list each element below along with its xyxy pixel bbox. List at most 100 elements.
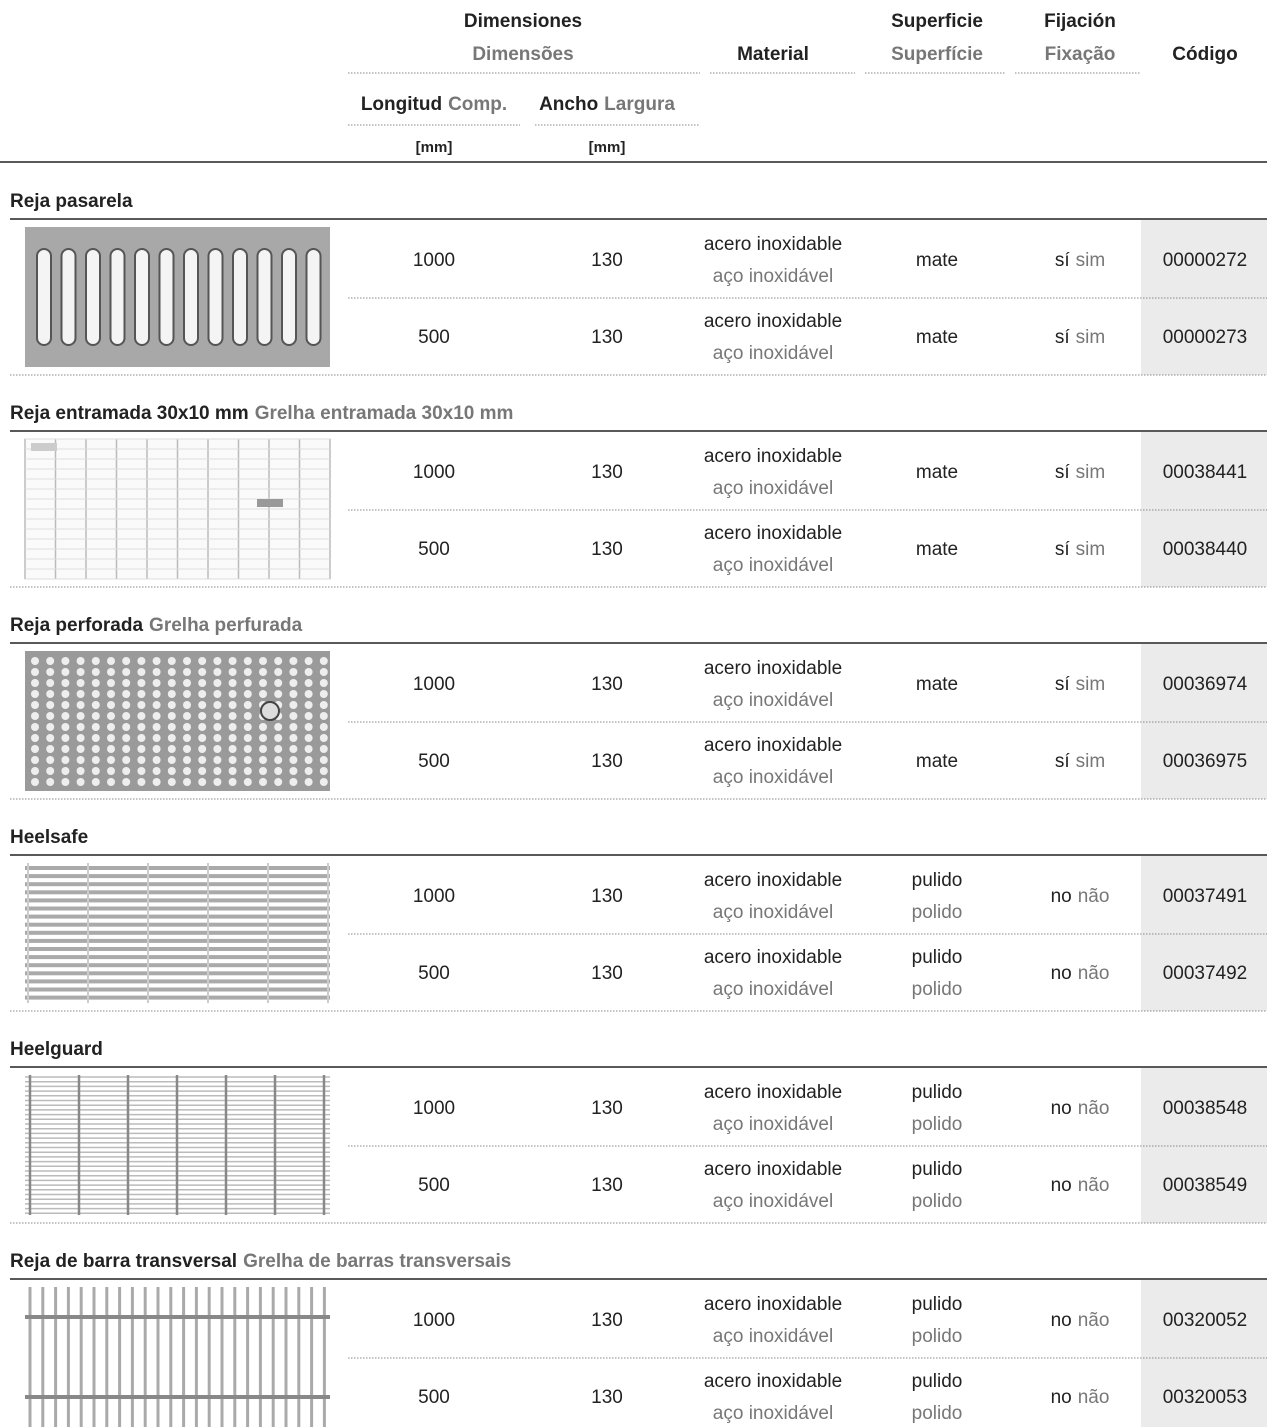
image-part <box>289 679 298 687</box>
surface-pt: Superfície <box>891 44 983 65</box>
image-part <box>91 657 100 665</box>
product-image <box>25 1287 330 1427</box>
image-part <box>289 712 298 720</box>
surface-es: mate <box>916 327 958 348</box>
image-part <box>243 679 252 687</box>
dimensions-es: Dimensiones <box>464 11 582 32</box>
image-part <box>122 778 131 786</box>
image-part <box>228 723 237 731</box>
image-part <box>243 756 252 764</box>
code: 00000273 <box>1163 327 1248 348</box>
width: 130 <box>591 751 623 772</box>
image-part <box>289 657 298 665</box>
image-part <box>167 734 176 742</box>
material-pt: aço inoxidável <box>713 1191 833 1212</box>
image-part <box>198 778 207 786</box>
image-part <box>305 248 322 346</box>
image-part <box>107 701 115 709</box>
width: 130 <box>591 674 623 695</box>
image-part <box>152 690 161 698</box>
material-pt: aço inoxidável <box>713 690 833 711</box>
surface-pt: polido <box>912 1326 963 1347</box>
image-part <box>167 701 176 709</box>
code: 00036974 <box>1163 674 1248 695</box>
length: 500 <box>418 963 450 984</box>
image-part <box>76 679 85 687</box>
image-part <box>274 723 283 731</box>
image-part <box>137 723 146 731</box>
image-part <box>259 745 267 753</box>
dimensions-pt: Dimensões <box>472 44 573 65</box>
image-part <box>46 767 55 775</box>
length: 500 <box>418 539 450 560</box>
image-part <box>25 890 330 895</box>
image-part <box>31 690 39 698</box>
material-pt: aço inoxidável <box>713 767 833 788</box>
fixing: sí sim <box>1055 539 1105 560</box>
code: 00038549 <box>1163 1175 1248 1196</box>
image-part <box>152 679 161 687</box>
fixing: sí sim <box>1055 751 1105 772</box>
image-part <box>319 734 328 742</box>
image-part <box>319 745 328 753</box>
length: 1000 <box>413 1310 455 1331</box>
image-part <box>25 866 330 870</box>
code: 00036975 <box>1163 751 1248 772</box>
surface-pt: polido <box>912 1403 963 1424</box>
image-part <box>198 668 207 676</box>
image-part <box>259 668 267 676</box>
surface-es: pulido <box>912 1294 963 1315</box>
material-pt: aço inoxidável <box>713 478 833 499</box>
image-part <box>274 690 283 698</box>
image-part <box>61 701 70 709</box>
image-part <box>183 778 191 786</box>
material-es: acero inoxidable <box>704 1294 842 1315</box>
image-part <box>25 898 330 903</box>
width-header-pt: Largura <box>604 94 675 115</box>
image-part <box>228 756 237 764</box>
image-part <box>137 657 146 665</box>
image-part <box>304 745 313 753</box>
image-part <box>319 690 328 698</box>
image-part <box>213 734 222 742</box>
image-part <box>31 443 57 451</box>
image-part <box>183 679 191 687</box>
image-part <box>107 679 115 687</box>
image-part <box>152 734 161 742</box>
image-part <box>243 701 252 709</box>
image-part <box>122 756 131 764</box>
product-image <box>25 227 330 367</box>
image-part <box>304 712 313 720</box>
image-part <box>260 701 280 721</box>
image-part <box>256 248 273 346</box>
image-part <box>25 922 330 927</box>
image-part <box>243 767 252 775</box>
image-part <box>319 712 328 720</box>
image-part <box>213 701 222 709</box>
image-part <box>46 679 55 687</box>
image-part <box>107 745 115 753</box>
image-part <box>228 668 237 676</box>
fixing: no não <box>1051 963 1110 984</box>
fixing-pt: sim <box>1076 674 1106 695</box>
fixing-pt: sim <box>1076 751 1106 772</box>
image-part <box>122 723 131 731</box>
section-title-pt: Grelha entramada 30x10 mm <box>255 403 514 424</box>
image-part <box>91 756 100 764</box>
code: 00037491 <box>1163 886 1248 907</box>
fixing: no não <box>1051 1387 1110 1408</box>
image-part <box>46 756 55 764</box>
image-part <box>107 756 115 764</box>
image-part <box>46 734 55 742</box>
image-part <box>243 668 252 676</box>
fixing-es: Fijación <box>1044 11 1116 32</box>
surface-pt: polido <box>912 902 963 923</box>
surface-es: pulido <box>912 1082 963 1103</box>
image-part <box>61 756 70 764</box>
surface-es: mate <box>916 751 958 772</box>
material-es: acero inoxidable <box>704 446 842 467</box>
image-part <box>198 712 207 720</box>
surface-es: pulido <box>912 947 963 968</box>
product-image <box>25 651 330 791</box>
image-part <box>25 874 330 879</box>
